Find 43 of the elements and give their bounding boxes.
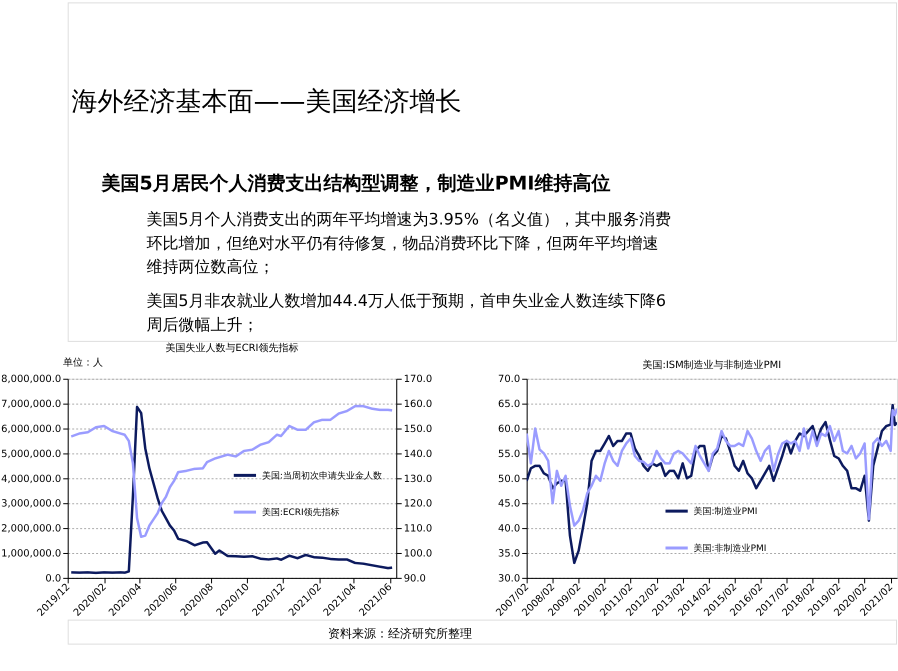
y-tick-label: 55.0 xyxy=(498,448,520,460)
y-tick-label: 70.0 xyxy=(498,374,520,386)
y-axis-title: 单位：人 xyxy=(63,356,104,368)
y-tick-label: 45.0 xyxy=(498,498,520,510)
y-tick-label: 60.0 xyxy=(498,424,520,436)
text: 资料来源：经济研究所整理 xyxy=(328,626,472,641)
y2-tick-label: 110.0 xyxy=(404,524,432,535)
y-tick-label: 4,000,000.0 xyxy=(1,474,62,485)
y2-tick-label: 140.0 xyxy=(404,448,432,460)
y-tick-label: 1,000,000.0 xyxy=(1,548,62,560)
y-tick-label: 30.0 xyxy=(498,573,520,584)
y2-tick-label: 90.0 xyxy=(404,573,426,584)
line-series xyxy=(70,404,394,538)
legend-label: 美国:制造业PMI xyxy=(694,506,758,518)
chart-title: 美国:ISM制造业与非制造业PMI xyxy=(642,358,782,371)
y-tick-label: 40.0 xyxy=(498,524,520,535)
legend-label: 美国:非制造业PMI xyxy=(694,542,766,554)
y2-tick-label: 120.0 xyxy=(404,498,432,510)
y2-tick-label: 130.0 xyxy=(404,474,432,485)
line-series xyxy=(526,404,898,564)
y2-tick-label: 100.0 xyxy=(404,548,432,560)
y2-tick-label: 160.0 xyxy=(404,399,432,410)
text: 海外经济基本面——美国经济增长 xyxy=(72,86,462,117)
text: 美国5月个人消费支出的两年平均增速为3.95%（名义值），其中服务消费环比增加，但绝对水平仍有待修复，物品消费环比下降，但两年平均增速维持两位数高位； xyxy=(146,209,672,276)
y-tick-label: 7,000,000.0 xyxy=(1,399,62,410)
y-tick-label: 6,000,000.0 xyxy=(1,424,62,436)
line-series xyxy=(70,406,394,574)
legend-label: 美国:ECRI领先指标 xyxy=(262,507,340,518)
y2-tick-label: 150.0 xyxy=(404,424,432,436)
y-tick-label: 8,000,000.0 xyxy=(1,374,62,386)
legend-label: 美国:当周初次申请失业金人数 xyxy=(262,470,382,482)
y-tick-label: 2,000,000.0 xyxy=(1,524,62,535)
y-tick-label: 35.0 xyxy=(498,548,520,560)
text: 美国5月非农就业人数增加44.4万人低于预期，首申失业金人数连续下降6周后微幅上升； xyxy=(146,291,666,334)
y-tick-label: 3,000,000.0 xyxy=(1,498,62,510)
y-tick-label: 0.0 xyxy=(45,573,62,584)
line-series xyxy=(526,407,898,527)
text: 美国5月居民个人消费支出结构型调整，制造业PMI维持高位 xyxy=(100,172,610,195)
chart-title: 美国失业人数与ECRI领先指标 xyxy=(165,342,298,354)
y-tick-label: 50.0 xyxy=(498,474,520,485)
y-tick-label: 5,000,000.0 xyxy=(1,448,62,460)
y-tick-label: 65.0 xyxy=(498,399,520,410)
y2-tick-label: 170.0 xyxy=(404,374,432,386)
